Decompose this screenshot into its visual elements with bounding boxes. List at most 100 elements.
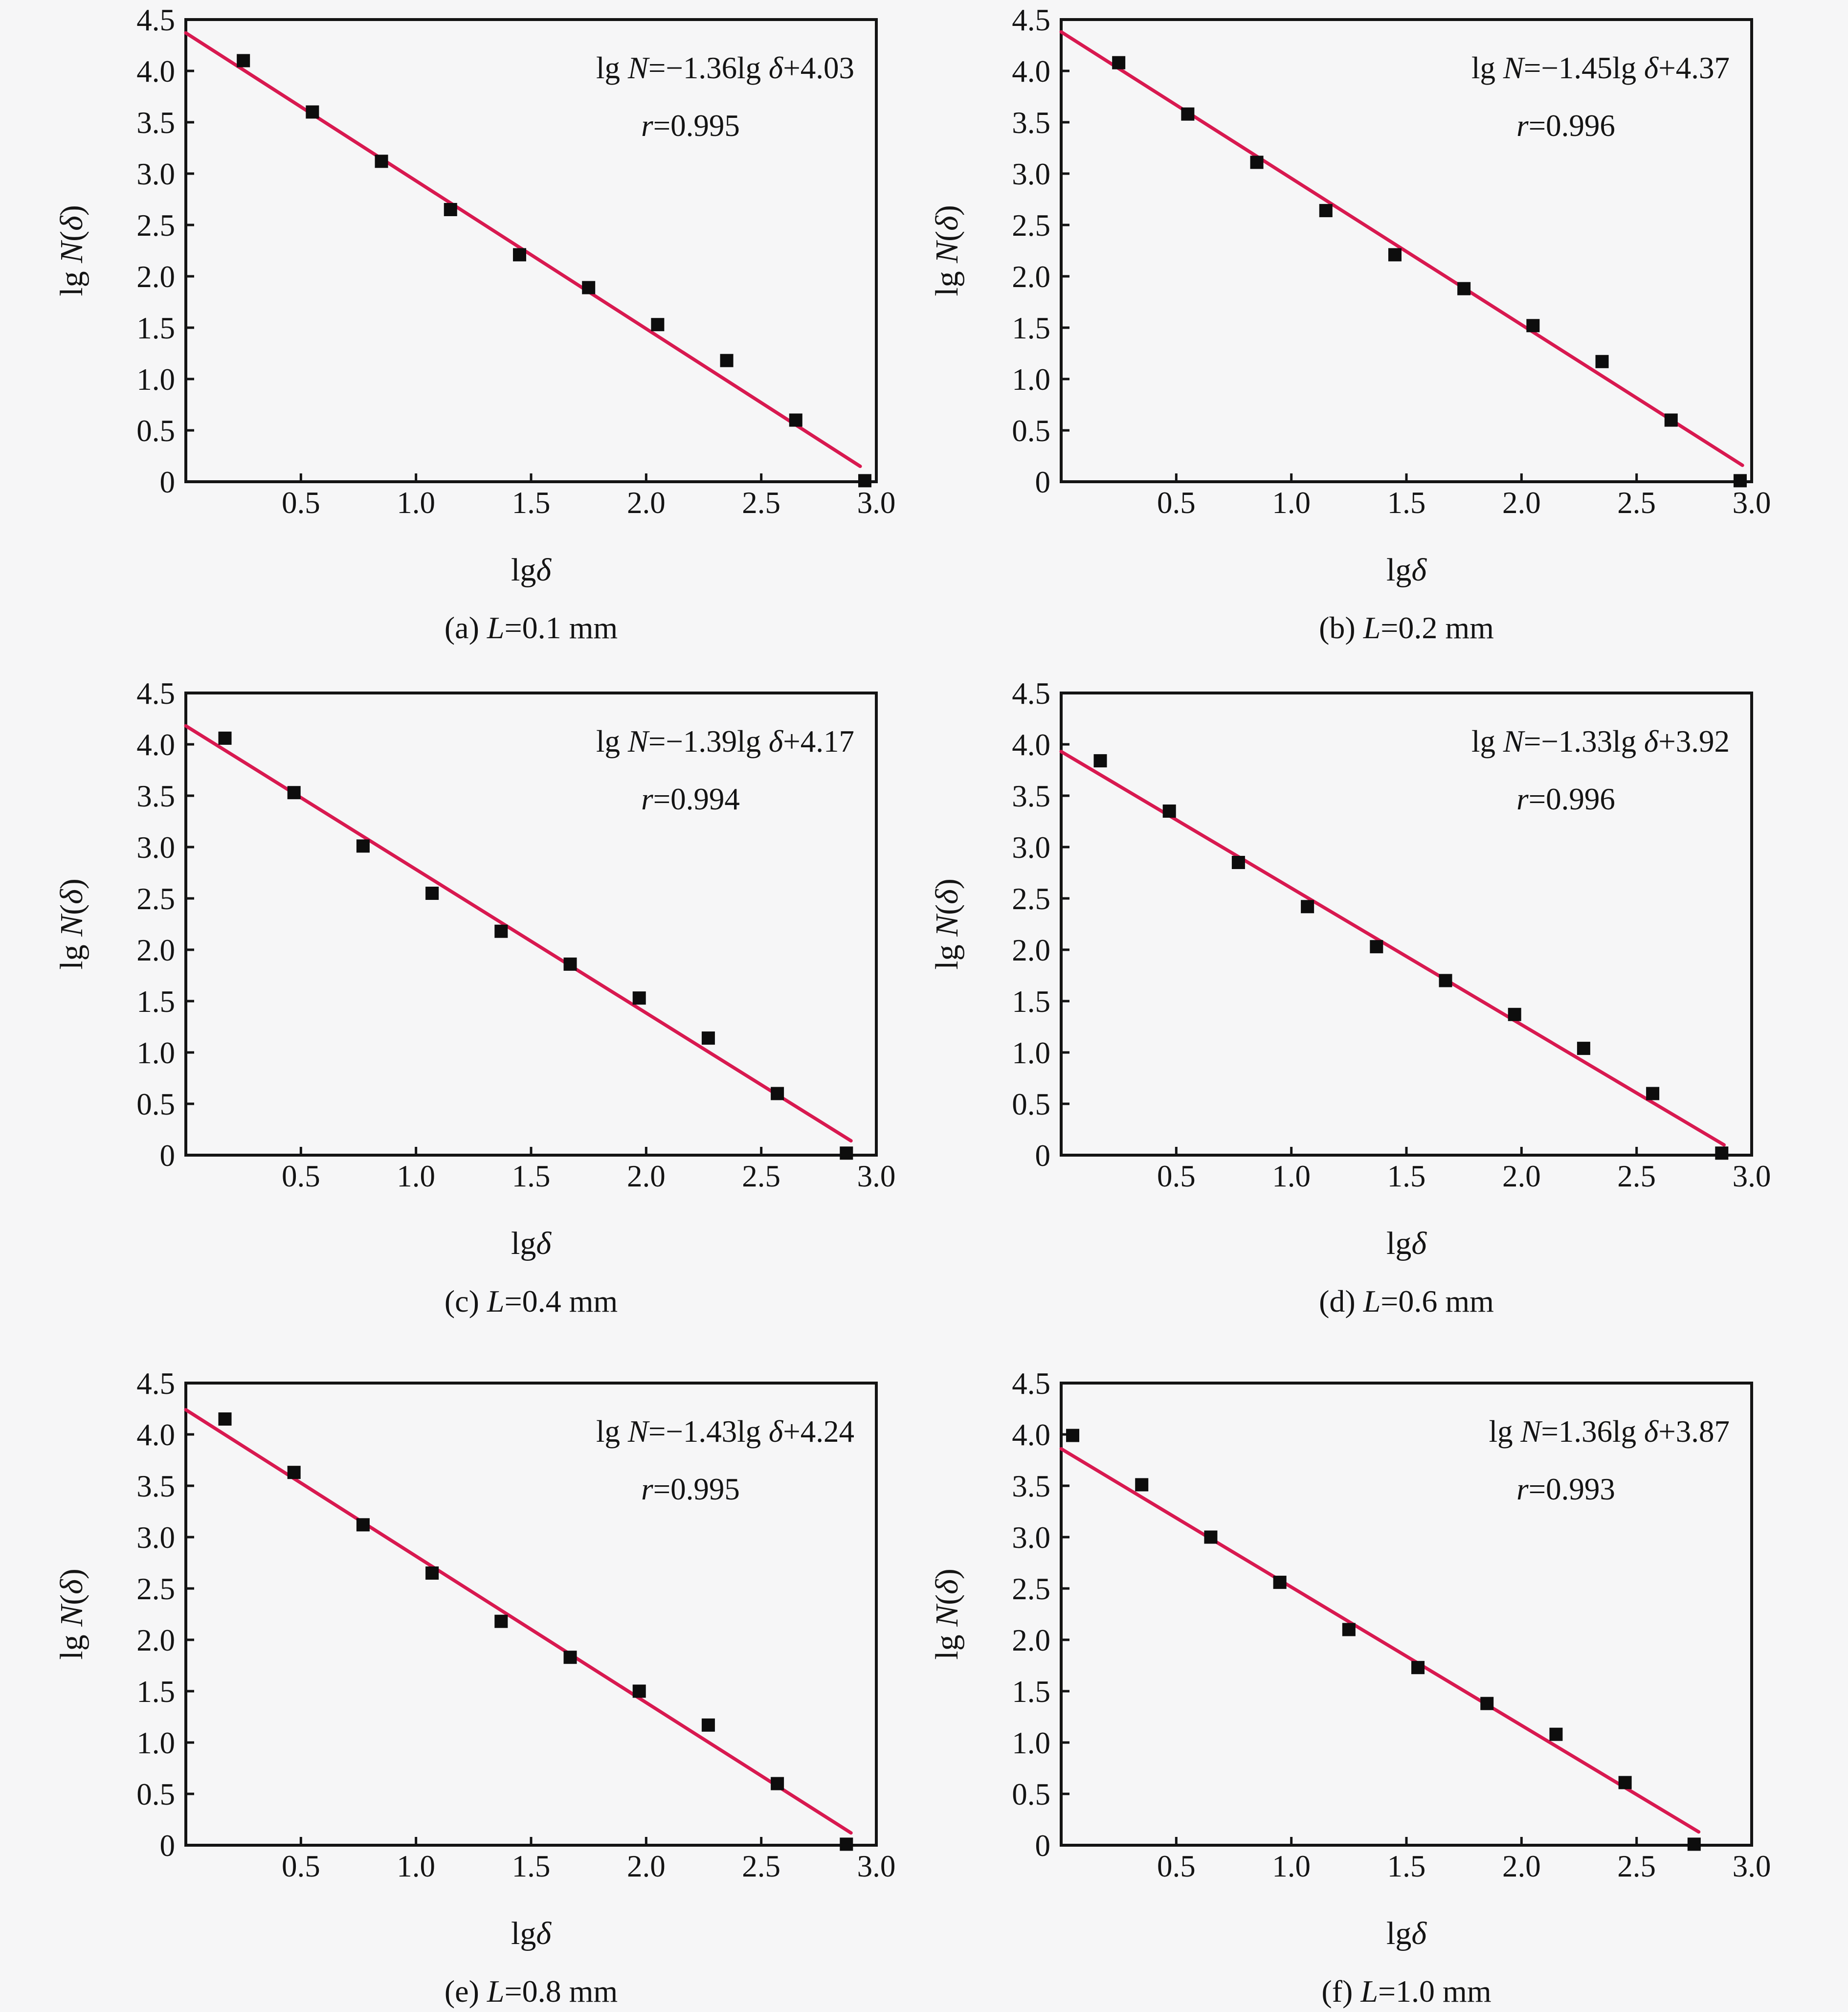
- y-tick-label: 0: [160, 1139, 176, 1173]
- data-point: [356, 839, 370, 853]
- x-tick-label: 1.5: [1387, 1159, 1426, 1193]
- subplot-caption: (b) L=0.2 mm: [1319, 610, 1494, 645]
- fit-line: [184, 1408, 853, 1835]
- subplot-f: 0 0.5 1.0 1.5 2.0 2.5 3.0 3.5 4.0 4.5 0.5 1.0 1.5 2.0…: [924, 1341, 1848, 2012]
- y-tick-label: 1.5: [1012, 984, 1050, 1019]
- y-tick-label: 1.0: [1012, 362, 1050, 397]
- y-tick-label: 0.5: [136, 414, 175, 448]
- data-point: [1066, 1429, 1080, 1442]
- x-tick-label: 2.0: [1502, 1159, 1541, 1193]
- data-point: [1526, 319, 1540, 333]
- data-point: [425, 1566, 439, 1580]
- y-tick-label: 4.0: [136, 1418, 175, 1452]
- r-value-label: r=0.996: [1516, 782, 1615, 816]
- data-point: [720, 354, 734, 367]
- chart-svg-e: 0 0.5 1.0 1.5 2.0 2.5 3.0 3.5 4.0 4.5 0.5 1.0 1.5 2.0…: [54, 1366, 895, 2009]
- data-point: [1093, 754, 1107, 768]
- y-tick-label: 3.5: [136, 1469, 175, 1503]
- y-tick-label: 0.5: [1012, 1777, 1050, 1811]
- equation-label: lg N=−1.43lg δ+4.24: [596, 1414, 854, 1449]
- x-tick-label: 2.0: [1502, 1849, 1541, 1883]
- data-point: [1664, 413, 1678, 427]
- data-point: [1480, 1697, 1494, 1710]
- chart-svg-d: 0 0.5 1.0 1.5 2.0 2.5 3.0 3.5 4.0 4.5 0.5 1.0 1.5 2.0…: [929, 676, 1771, 1319]
- x-tick-label: 3.0: [1733, 486, 1771, 520]
- y-tick-label: 4.5: [136, 676, 175, 711]
- y-tick-label: 3.5: [1012, 106, 1050, 140]
- x-tick-label: 1.5: [512, 486, 551, 520]
- x-axis-title: lgδ: [1386, 552, 1427, 588]
- data-point: [512, 248, 526, 262]
- y-tick-label: 0.5: [136, 1087, 175, 1121]
- x-tick-label: 2.0: [627, 1849, 666, 1883]
- x-tick-label: 1.0: [1272, 1849, 1311, 1883]
- x-tick-label: 0.5: [1157, 1159, 1196, 1193]
- x-tick-label: 2.0: [1502, 486, 1541, 520]
- r-value-label: r=0.995: [641, 1472, 740, 1506]
- data-point: [218, 1412, 232, 1426]
- data-point: [1388, 248, 1402, 262]
- y-tick-label: 3.0: [1012, 830, 1050, 865]
- y-tick-label: 1.0: [1012, 1726, 1050, 1760]
- x-tick-label: 1.5: [1387, 486, 1426, 520]
- y-tick-label: 2.0: [136, 933, 175, 967]
- data-point: [1273, 1575, 1287, 1589]
- data-point: [632, 991, 646, 1005]
- data-point: [563, 1651, 577, 1664]
- data-point: [1162, 805, 1176, 818]
- y-tick-label: 2.5: [1012, 882, 1050, 916]
- y-tick-label: 4.0: [136, 728, 175, 762]
- equation-label: lg N=1.36lg δ+3.87: [1489, 1414, 1730, 1449]
- chart-svg-b: 0 0.5 1.0 1.5 2.0 2.5 3.0 3.5 4.0 4.5 0.5 1.0 1.5 2.0…: [929, 3, 1771, 645]
- y-tick-label: 3.0: [136, 830, 175, 865]
- data-point: [1181, 107, 1195, 121]
- x-tick-label: 1.0: [397, 486, 435, 520]
- chart-svg-c: 0 0.5 1.0 1.5 2.0 2.5 3.0 3.5 4.0 4.5 0.5 1.0 1.5 2.0…: [54, 676, 895, 1319]
- data-point: [1135, 1478, 1149, 1492]
- y-tick-label: 2.0: [1012, 1623, 1050, 1657]
- data-point: [356, 1518, 370, 1532]
- x-tick-label: 1.5: [512, 1849, 551, 1883]
- y-tick-label: 4.5: [1012, 676, 1050, 711]
- chart-svg-f: 0 0.5 1.0 1.5 2.0 2.5 3.0 3.5 4.0 4.5 0.5 1.0 1.5 2.0…: [929, 1366, 1771, 2009]
- y-tick-label: 2.0: [1012, 260, 1050, 294]
- data-point: [218, 731, 232, 745]
- x-tick-label: 0.5: [282, 486, 320, 520]
- fit-line: [184, 724, 853, 1143]
- data-point: [1301, 900, 1314, 914]
- subplot-caption: (d) L=0.6 mm: [1319, 1284, 1494, 1319]
- data-point: [1577, 1042, 1590, 1055]
- y-tick-label: 1.5: [136, 984, 175, 1019]
- y-tick-label: 2.0: [136, 260, 175, 294]
- data-point: [1687, 1837, 1701, 1851]
- data-point: [1646, 1087, 1660, 1100]
- y-tick-label: 4.0: [136, 54, 175, 89]
- plot-box: [184, 18, 878, 483]
- x-tick-label: 0.5: [1157, 486, 1196, 520]
- y-tick-label: 3.0: [1012, 1520, 1050, 1555]
- y-tick-label: 3.5: [136, 106, 175, 140]
- data-point: [582, 281, 596, 294]
- data-point: [425, 887, 439, 900]
- y-axis-title: lg N(δ): [929, 1568, 965, 1660]
- y-tick-label: 0: [1035, 1139, 1051, 1173]
- data-point: [651, 318, 665, 332]
- data-point: [306, 105, 319, 119]
- y-tick-label: 4.5: [1012, 3, 1050, 37]
- data-point: [1618, 1776, 1632, 1789]
- y-tick-label: 0: [1035, 465, 1051, 499]
- data-point: [1439, 974, 1452, 987]
- x-tick-label: 3.0: [857, 486, 896, 520]
- x-tick-label: 1.0: [397, 1159, 435, 1193]
- y-tick-label: 1.0: [136, 1726, 175, 1760]
- data-point: [494, 924, 508, 938]
- y-tick-label: 4.5: [136, 1366, 175, 1401]
- data-point: [1733, 474, 1747, 488]
- y-tick-label: 3.5: [136, 779, 175, 813]
- y-tick-label: 0.5: [1012, 1087, 1050, 1121]
- x-axis-title: lgδ: [511, 552, 552, 588]
- x-tick-label: 2.0: [627, 486, 666, 520]
- data-point: [1549, 1727, 1563, 1741]
- y-tick-label: 2.5: [136, 208, 175, 243]
